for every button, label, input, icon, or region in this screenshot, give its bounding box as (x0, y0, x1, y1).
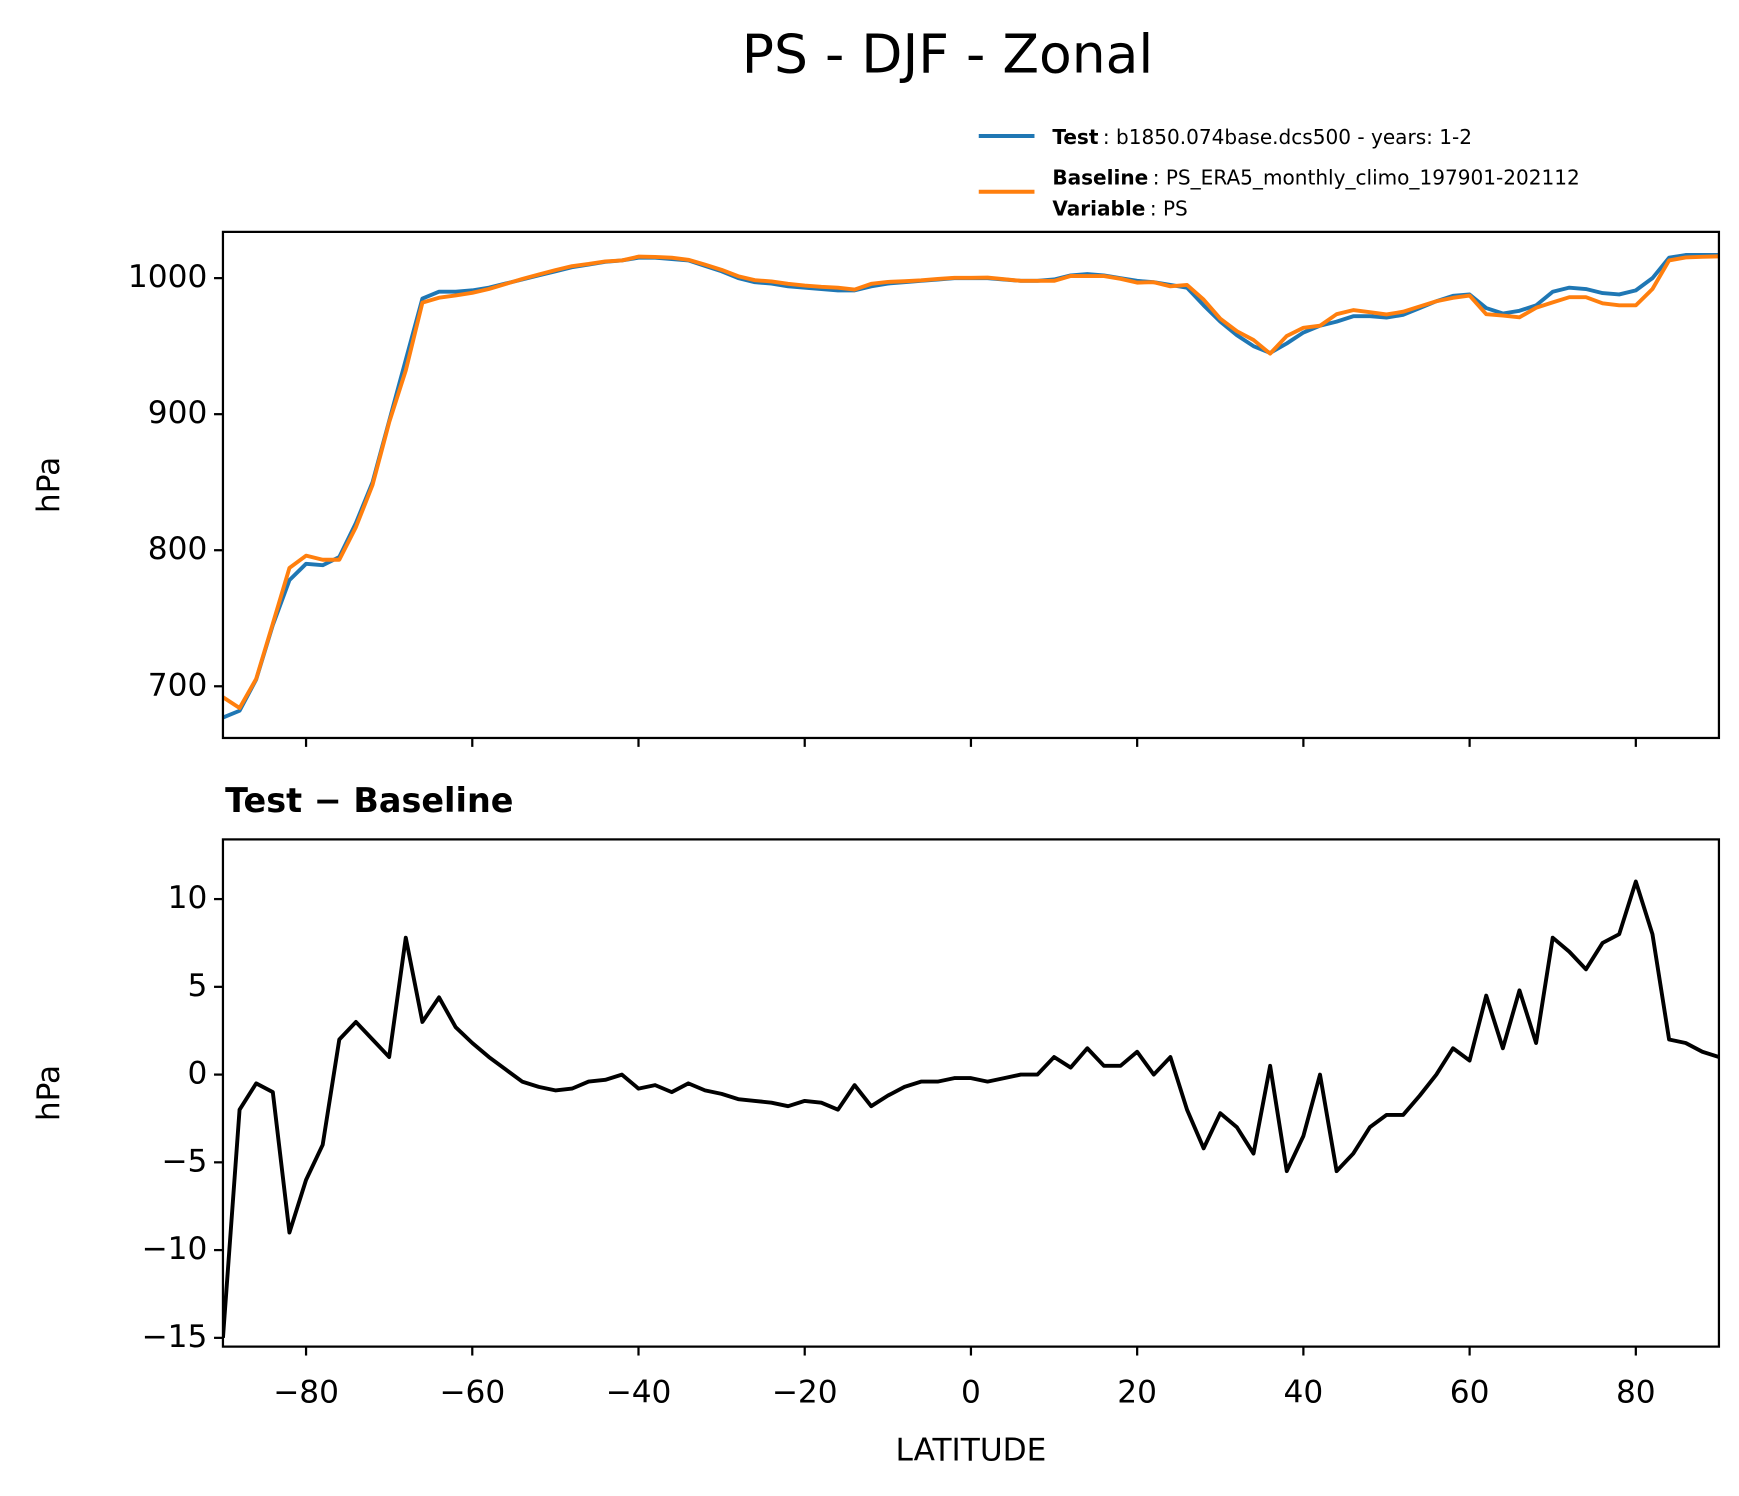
legend-name: Test (1052, 125, 1099, 149)
y-tick-label: 1000 (128, 259, 207, 295)
x-tick-label: −60 (439, 1374, 505, 1410)
y-tick-label: 10 (168, 880, 208, 916)
data-line (222, 253, 1719, 720)
x-tick-label: 80 (1616, 1374, 1656, 1410)
x-tick-label: 0 (961, 1374, 981, 1410)
y-tick-label: 800 (148, 531, 208, 567)
legend-description: : PS_ERA5_monthly_climo_197901-202112 (1153, 165, 1580, 189)
y-axis-label: hPa (31, 457, 67, 513)
x-tick-label: −20 (772, 1374, 838, 1410)
y-tick-label: 5 (187, 968, 207, 1004)
legend-note-text: : PS (1150, 196, 1188, 220)
y-axis-label: hPa (31, 1065, 67, 1121)
data-line (222, 879, 1719, 1338)
y-tick-label: 900 (148, 395, 208, 431)
y-tick-label: −5 (161, 1143, 207, 1179)
y-tick-label: 700 (148, 667, 208, 703)
x-tick-label: −40 (606, 1374, 672, 1410)
chart-title: Test − Baseline (225, 781, 513, 820)
x-tick-label: 40 (1284, 1374, 1324, 1410)
y-tick-label: −15 (141, 1319, 207, 1355)
axes-frame (221, 230, 1721, 740)
x-tick-label: 60 (1450, 1374, 1490, 1410)
y-tick-label: 0 (187, 1056, 207, 1092)
legend-name: Baseline (1052, 165, 1148, 189)
x-tick-label: −80 (273, 1374, 339, 1410)
y-tick-label: −10 (141, 1231, 207, 1267)
x-tick-label: 20 (1117, 1374, 1157, 1410)
legend-note: Variable: PS (1052, 196, 1187, 220)
legend-note-name: Variable (1052, 196, 1145, 220)
legend-entry: Test: b1850.074base.dcs500 - years: 1-2 (1052, 125, 1472, 149)
chart-title: PS - DJF - Zonal (742, 23, 1154, 86)
legend-description: : b1850.074base.dcs500 - years: 1-2 (1103, 125, 1472, 149)
legend-entry: Baseline: PS_ERA5_monthly_climo_197901-2… (1052, 165, 1579, 189)
data-line (222, 254, 1719, 710)
x-axis-label: LATITUDE (895, 1432, 1046, 1468)
axes-frame (221, 838, 1721, 1348)
